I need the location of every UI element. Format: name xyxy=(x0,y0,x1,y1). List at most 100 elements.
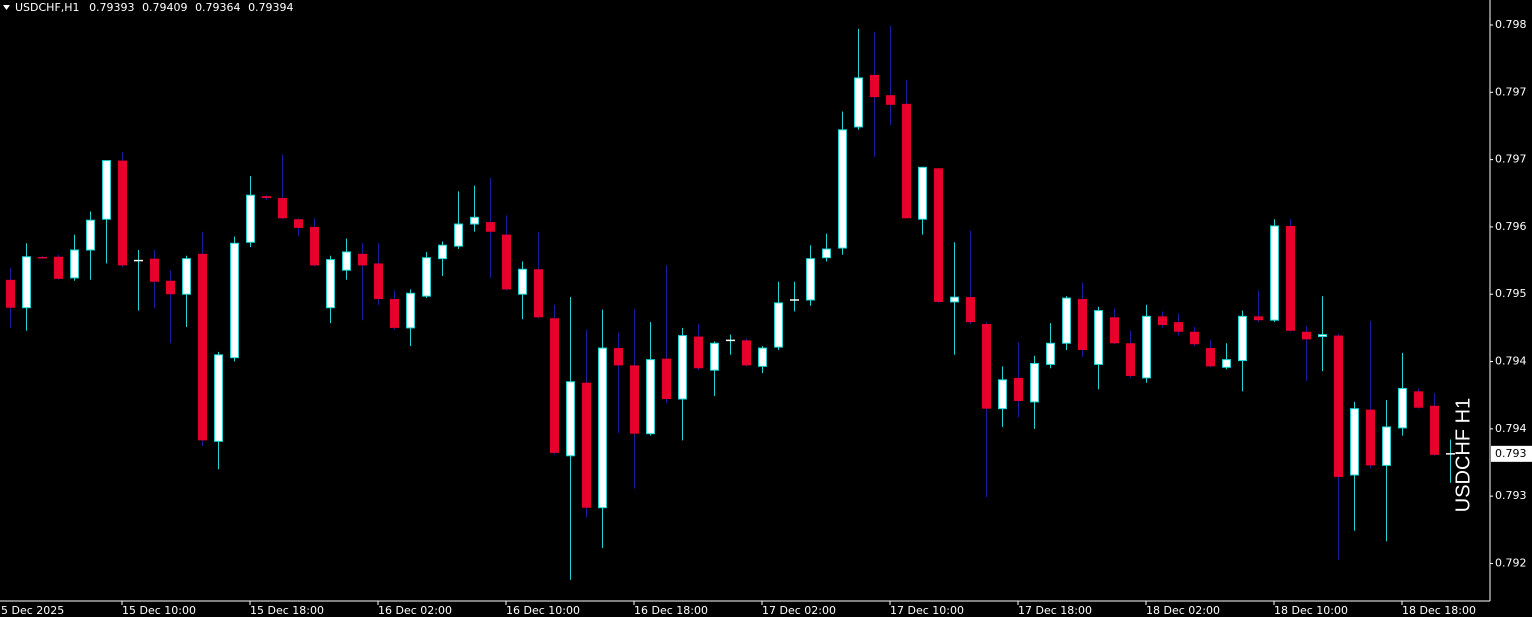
candle-body xyxy=(422,257,431,297)
candle-body xyxy=(70,249,79,279)
candle-body xyxy=(678,335,687,400)
candle-body xyxy=(694,336,703,369)
candle-body xyxy=(470,216,479,225)
candle-body xyxy=(1190,331,1199,345)
current-price-label: 0.793 xyxy=(1495,447,1527,460)
candle-body xyxy=(982,324,991,409)
y-tick-label: 0.793 xyxy=(1495,489,1527,502)
candle-body xyxy=(230,242,239,359)
candle-body xyxy=(886,95,895,105)
candle-body xyxy=(246,194,255,243)
candle-body xyxy=(102,160,111,220)
candle-body xyxy=(182,258,191,295)
candle-body xyxy=(774,302,783,348)
candle-body xyxy=(390,299,399,328)
candle-body xyxy=(902,103,911,219)
candle-body xyxy=(1094,310,1103,365)
candle-body xyxy=(486,222,495,232)
x-tick-label: 18 Dec 02:00 xyxy=(1146,604,1220,617)
candles xyxy=(6,25,1455,580)
current-price-box xyxy=(1491,445,1532,462)
x-tick-label: 18 Dec 18:00 xyxy=(1402,604,1476,617)
candle-body xyxy=(374,263,383,300)
candle-body xyxy=(758,347,767,367)
x-tick-label: 15 Dec 2025 xyxy=(0,604,64,617)
close-price: 0.79394 xyxy=(248,1,294,14)
x-tick-label: 17 Dec 02:00 xyxy=(762,604,836,617)
candle-body xyxy=(598,347,607,509)
candle-body xyxy=(534,269,543,318)
x-tick-label: 15 Dec 18:00 xyxy=(250,604,324,617)
watermark: USDCHF H1 xyxy=(1452,398,1474,512)
candle-body xyxy=(502,234,511,290)
candle-body xyxy=(358,253,367,266)
candle-body xyxy=(1430,405,1439,455)
candle-body xyxy=(662,358,671,400)
y-tick-label: 0.797 xyxy=(1495,85,1527,98)
low-price: 0.79364 xyxy=(195,1,241,14)
candle-body xyxy=(310,226,319,266)
x-tick-label: 18 Dec 10:00 xyxy=(1274,604,1348,617)
x-tick-label: 17 Dec 18:00 xyxy=(1018,604,1092,617)
candle-body xyxy=(1334,335,1343,477)
candle-body xyxy=(966,297,975,323)
candle-body xyxy=(1126,343,1135,376)
candle-body xyxy=(1238,315,1247,362)
candle-body xyxy=(918,166,927,220)
candle-body xyxy=(518,268,527,295)
x-tick-label: 16 Dec 10:00 xyxy=(506,604,580,617)
high-price: 0.79409 xyxy=(142,1,188,14)
candle-body xyxy=(934,168,943,302)
candle-body xyxy=(1318,334,1327,338)
candle-body xyxy=(1270,225,1279,321)
candle-body xyxy=(438,244,447,260)
candle-body xyxy=(342,251,351,271)
candle-body xyxy=(278,198,287,219)
y-tick-label: 0.794 xyxy=(1495,422,1527,435)
candle-body xyxy=(998,379,1007,410)
y-tick-label: 0.792 xyxy=(1495,556,1527,569)
candle-body xyxy=(582,382,591,508)
candle-body xyxy=(294,219,303,228)
candle-body xyxy=(54,256,63,279)
candle-body xyxy=(1398,387,1407,429)
candle-body xyxy=(326,259,335,309)
y-tick-label: 0.795 xyxy=(1495,287,1527,300)
candle-body xyxy=(214,354,223,442)
candle-body xyxy=(1110,317,1119,344)
candle-body xyxy=(22,256,31,309)
candle-body xyxy=(262,196,271,199)
y-tick-label: 0.796 xyxy=(1495,220,1527,233)
candle-body xyxy=(854,77,863,128)
candle-body xyxy=(742,340,751,366)
symbol-header: USDCHF,H1 0.79393 0.79409 0.79364 0.7939… xyxy=(15,1,294,14)
candle-body xyxy=(614,348,623,366)
symbol-title: USDCHF,H1 xyxy=(15,1,80,14)
candle-body xyxy=(1142,315,1151,379)
candle-body xyxy=(1206,348,1215,367)
candle-body xyxy=(1382,426,1391,466)
candle-body xyxy=(1030,362,1039,403)
candle-body xyxy=(150,258,159,282)
candle-body xyxy=(1414,391,1423,408)
candle-body xyxy=(166,280,175,295)
candle-body xyxy=(950,296,959,303)
candle-body xyxy=(646,359,655,435)
candle-body xyxy=(1286,225,1295,331)
x-tick-label: 16 Dec 18:00 xyxy=(634,604,708,617)
candle-body xyxy=(822,248,831,259)
candle-body xyxy=(1366,409,1375,466)
candle-body xyxy=(1254,316,1263,321)
dropdown-icon[interactable] xyxy=(3,5,10,10)
candle-body xyxy=(198,253,207,441)
candle-body xyxy=(1302,331,1311,340)
candle-body xyxy=(1158,316,1167,325)
y-tick-label: 0.797 xyxy=(1495,153,1527,166)
candle-body xyxy=(1046,342,1055,365)
y-tick-label: 0.798 xyxy=(1495,18,1527,31)
candle-body xyxy=(550,318,559,453)
candle-body xyxy=(566,381,575,457)
x-tick-label: 17 Dec 10:00 xyxy=(890,604,964,617)
